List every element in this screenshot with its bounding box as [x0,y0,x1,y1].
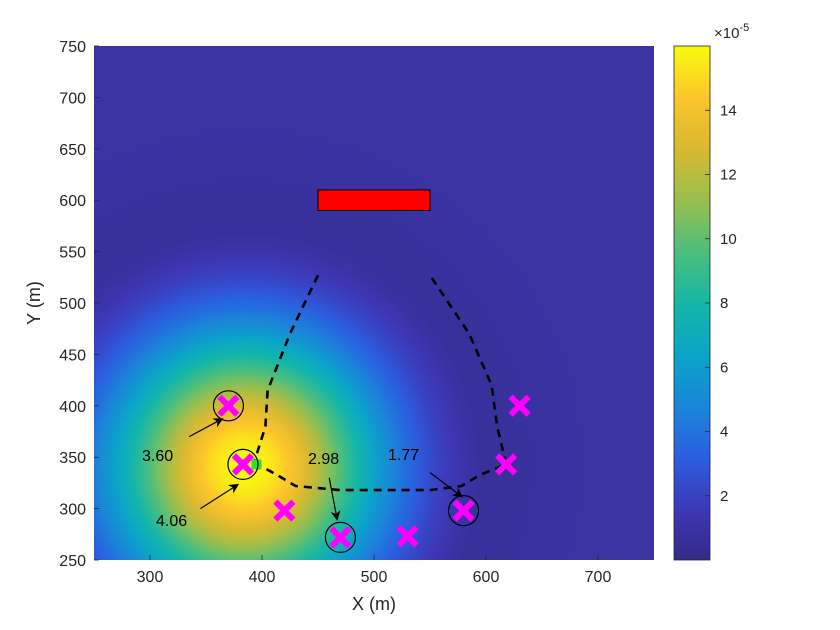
y-tick-label: 700 [59,90,86,107]
trajectory-path-1 [252,274,320,463]
colorbar-tick-label: 8 [720,295,728,312]
x-axis-label: X (m) [352,594,396,614]
y-axis: 250 300 350 400 450 500 550 600 650 700 750 [59,39,99,570]
plot-area: 3.60 4.06 2.98 1.77 [94,46,654,560]
x-tick-label: 500 [361,569,388,586]
colorbar-ticks: 2 4 6 8 10 12 14 [705,102,737,505]
annotation-arrow [429,472,463,498]
x-marker-cross [217,394,240,417]
x-marker [396,525,419,548]
colorbar-tick-label: 2 [720,488,728,505]
x-marker [448,495,480,527]
y-tick-label: 650 [59,142,86,159]
marker-circle [212,390,244,422]
annotation-label: 3.60 [142,448,173,465]
x-tick-label: 300 [137,569,164,586]
x-marker-cross [396,525,419,548]
y-tick-label: 300 [59,502,86,519]
start-marker [251,459,262,470]
annotation-label: 2.98 [308,451,339,468]
y-tick-label: 500 [59,296,86,313]
marker-circle [324,521,356,553]
trajectory-paths [252,274,508,492]
y-tick-label: 550 [59,245,86,262]
trajectory-path-2 [253,461,507,492]
colorbar-tick-label: 6 [720,359,728,376]
x-marker-cross [452,499,475,522]
y-tick-label: 400 [59,399,86,416]
colorbar-exponent: -5 [739,22,749,34]
x-marker-cross [231,453,255,476]
obstacle-layer [317,189,431,211]
colorbar-scale [673,45,711,561]
x-tick-label: 600 [473,569,500,586]
x-marker [508,394,531,417]
annotation-label: 4.06 [156,513,187,530]
x-marker-cross [329,526,352,549]
annotation-arrow [328,477,341,521]
colorbar-multiplier-base: ×10 [714,25,739,42]
marker-circle [448,495,480,527]
annotation-arrow [188,418,224,438]
x-marker-cross [495,453,518,476]
x-axis: 300 400 500 600 700 [137,555,612,586]
x-marker-cross [273,499,296,522]
annotation-arrow [200,483,240,510]
y-tick-label: 250 [59,553,86,570]
y-axis-label: Y (m) [24,281,44,325]
x-tick-label: 700 [585,569,612,586]
x-marker [212,390,244,422]
x-marker [273,499,296,522]
colorbar-tick-label: 4 [720,424,728,441]
x-marker [324,521,356,553]
annotation-layer: 3.60 4.06 2.98 1.77 [142,418,463,530]
x-marker [495,453,518,476]
x-tick-label: 400 [249,569,276,586]
colorbar-tick-label: 10 [720,231,737,248]
y-tick-label: 450 [59,347,86,364]
x-marker [227,448,259,480]
marker-circle [227,448,259,480]
y-tick-label: 600 [59,193,86,210]
annotation-label: 1.77 [388,447,419,464]
colorbar-multiplier: ×10-5 [714,22,749,42]
y-tick-label: 350 [59,450,86,467]
colorbar: 2 4 6 8 10 12 14 ×10-5 [673,22,749,561]
colorbar-tick-label: 14 [720,102,737,119]
x-marker-cross [508,394,531,417]
obstacle-block [317,189,431,211]
marker-layer [212,390,531,553]
field-heat [94,46,654,560]
colorbar-tick-label: 12 [720,167,737,184]
y-tick-label: 750 [59,39,86,56]
trajectory-path-3 [428,274,508,465]
